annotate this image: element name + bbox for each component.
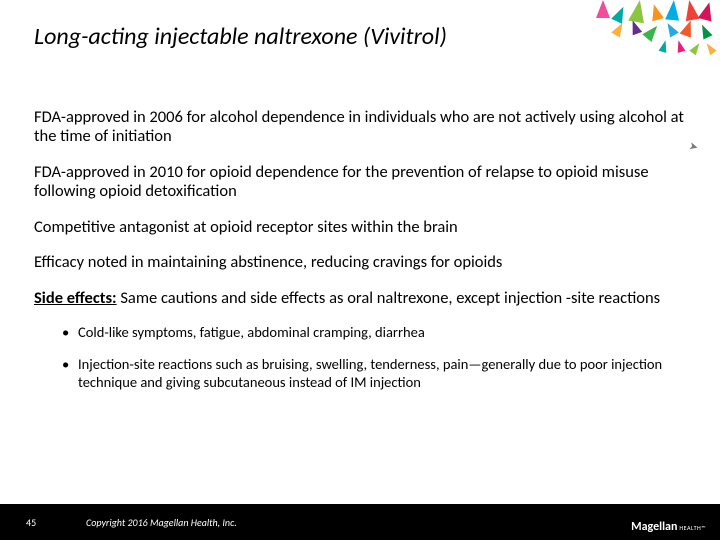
triangle-icon [628, 0, 648, 23]
triangle-icon [703, 41, 716, 55]
triangle-icon [665, 0, 681, 21]
triangle-icon [611, 20, 627, 37]
triangle-icon [628, 19, 642, 36]
triangle-icon [689, 41, 702, 55]
triangle-icon [663, 20, 679, 37]
paragraph: FDA-approved in 2006 for alcohol depende… [34, 108, 686, 147]
slide: ➤ Long-acting injectable naltrexone (Viv… [0, 0, 720, 540]
logo-sub-text: HEALTH℠ [679, 524, 706, 532]
triangle-icon [642, 22, 661, 42]
triangle-icon [596, 0, 610, 18]
triangle-icon [698, 0, 716, 21]
magellan-logo: Magellan HEALTH℠ [631, 520, 706, 534]
logo-main-text: Magellan [631, 520, 677, 534]
footer-bar: 45 Copyright 2016 Magellan Health, Inc. … [0, 504, 720, 540]
side-effects-label: Side effects: [34, 288, 117, 308]
triangle-icon [659, 39, 670, 53]
triangle-icon [648, 3, 664, 22]
side-effects-text: Same cautions and side effects as oral n… [117, 288, 661, 308]
triangle-icon [682, 0, 699, 21]
copyright-text: Copyright 2016 Magellan Health, Inc. [86, 516, 237, 529]
triangle-icon [698, 23, 713, 40]
triangle-icon [611, 4, 629, 24]
page-number: 45 [26, 516, 58, 529]
paragraph: FDA-approved in 2010 for opioid dependen… [34, 163, 686, 202]
decor-triangles [540, 0, 720, 70]
side-effects-paragraph: Side effects: Same cautions and side eff… [34, 289, 686, 308]
bullet-item: Cold-like symptoms, fatigue, abdominal c… [62, 324, 686, 342]
slide-title: Long-acting injectable naltrexone (Vivit… [34, 22, 447, 51]
paragraph: Competitive antagonist at opioid recepto… [34, 218, 686, 237]
triangle-icon [675, 39, 686, 53]
slide-content: FDA-approved in 2006 for alcohol depende… [34, 108, 686, 405]
paragraph: Efficacy noted in maintaining abstinence… [34, 253, 686, 272]
decorative-arrow-icon: ➤ [687, 139, 699, 154]
bullet-list: Cold-like symptoms, fatigue, abdominal c… [62, 324, 686, 391]
triangle-icon [680, 18, 697, 37]
bullet-item: Injection-site reactions such as bruisin… [62, 356, 686, 391]
